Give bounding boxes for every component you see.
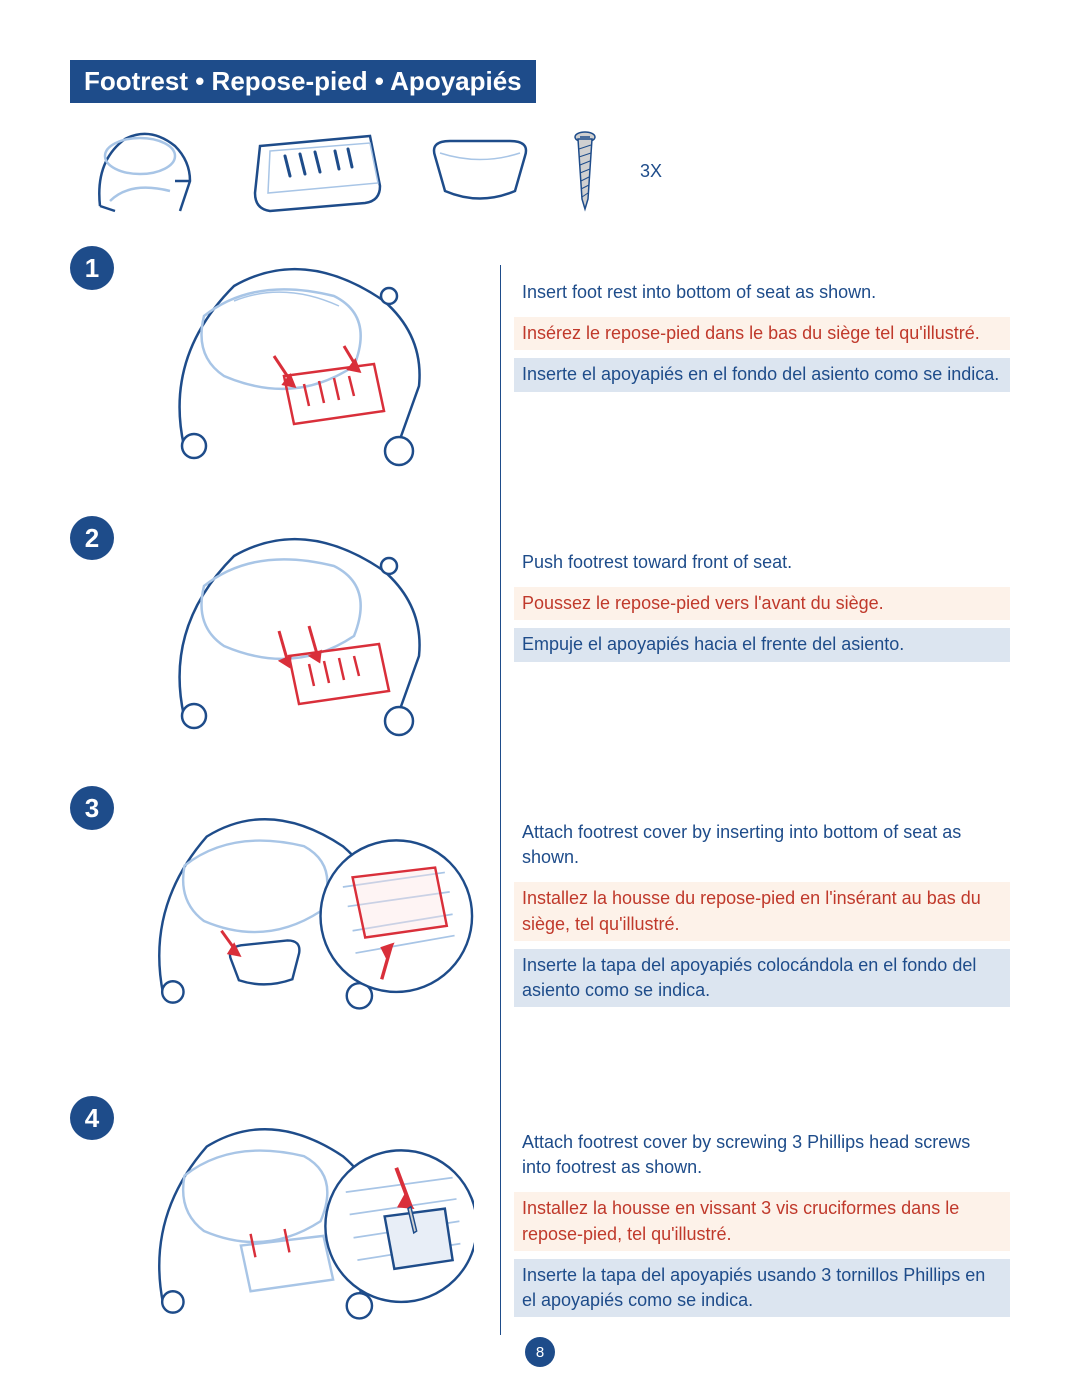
- step-3-es: Inserte la tapa del apoyapiés colocándol…: [514, 949, 1010, 1007]
- step-3-text: Attach footrest cover by inserting into …: [494, 786, 1010, 1007]
- step-number-badge: 4: [70, 1096, 114, 1140]
- step-2-fr: Poussez le repose-pied vers l'avant du s…: [514, 587, 1010, 620]
- step-1: 1: [70, 246, 1010, 476]
- part-frame-icon: [80, 121, 210, 221]
- step-2-text: Push footrest toward front of seat. Pous…: [494, 516, 1010, 662]
- step-4: 4: [70, 1096, 1010, 1366]
- step-1-text: Insert foot rest into bottom of seat as …: [494, 246, 1010, 392]
- screw-quantity: 3X: [640, 161, 662, 182]
- step-3-en: Attach footrest cover by inserting into …: [514, 816, 1010, 874]
- step-4-diagram: [134, 1096, 474, 1366]
- step-1-fr: Insérez le repose-pied dans le bas du si…: [514, 317, 1010, 350]
- parts-list: 3X: [80, 121, 1010, 221]
- part-footrest-icon: [240, 121, 390, 221]
- page-number: 8: [525, 1337, 555, 1367]
- step-1-en: Insert foot rest into bottom of seat as …: [514, 276, 1010, 309]
- step-2-diagram: [134, 516, 474, 746]
- step-number-badge: 1: [70, 246, 114, 290]
- section-title: Footrest • Repose-pied • Apoyapiés: [70, 60, 536, 103]
- step-2: 2: [70, 516, 1010, 746]
- step-3-fr: Installez la housse du repose-pied en l'…: [514, 882, 1010, 940]
- step-1-diagram: [134, 246, 474, 476]
- step-3-diagram: [134, 786, 474, 1056]
- page-footer: 8: [0, 1337, 1080, 1367]
- step-2-en: Push footrest toward front of seat.: [514, 546, 1010, 579]
- step-4-text: Attach footrest cover by screwing 3 Phil…: [494, 1096, 1010, 1317]
- column-divider: [500, 265, 501, 1335]
- step-4-en: Attach footrest cover by screwing 3 Phil…: [514, 1126, 1010, 1184]
- step-2-es: Empuje el apoyapiés hacia el frente del …: [514, 628, 1010, 661]
- step-4-es: Inserte la tapa del apoyapiés usando 3 t…: [514, 1259, 1010, 1317]
- steps-container: 1: [70, 246, 1010, 1366]
- step-number-badge: 2: [70, 516, 114, 560]
- step-3: 3: [70, 786, 1010, 1056]
- step-1-es: Inserte el apoyapiés en el fondo del asi…: [514, 358, 1010, 391]
- step-number-badge: 3: [70, 786, 114, 830]
- part-cover-icon: [420, 131, 540, 211]
- step-4-fr: Installez la housse en vissant 3 vis cru…: [514, 1192, 1010, 1250]
- part-screw-icon: [570, 129, 600, 214]
